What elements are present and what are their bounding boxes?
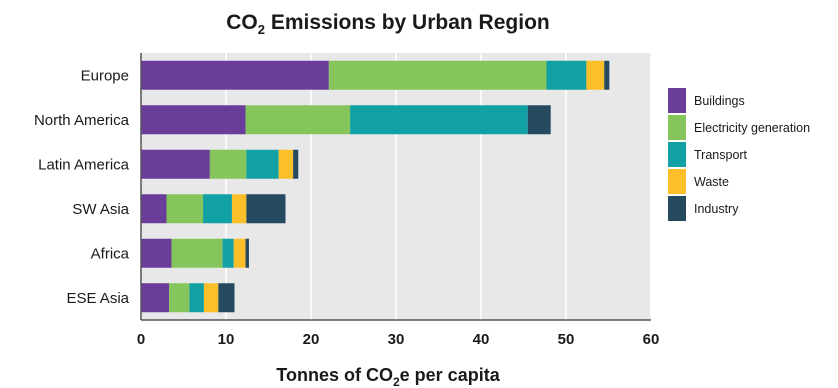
legend-swatch-transport bbox=[668, 142, 686, 167]
category-label: ESE Asia bbox=[66, 290, 129, 307]
bar-north-america-transport bbox=[350, 105, 528, 135]
bar-sw-asia-transport bbox=[203, 194, 232, 224]
category-label: North America bbox=[34, 112, 130, 129]
bar-sw-asia-waste bbox=[231, 194, 247, 224]
x-tick-label: 0 bbox=[137, 331, 145, 348]
legend: Buildings Electricity generation Transport… bbox=[668, 88, 810, 221]
bar-europe-buildings bbox=[141, 60, 329, 90]
bar-ese-asia-electricity-generation bbox=[169, 283, 190, 313]
bar-africa-buildings bbox=[141, 238, 172, 268]
x-axis-label: Tonnes of CO2e per capita bbox=[276, 365, 500, 388]
bar-north-america-buildings bbox=[141, 105, 246, 135]
title-subscript: 2 bbox=[258, 22, 265, 37]
bar-africa-electricity-generation bbox=[171, 238, 223, 268]
category-label: Latin America bbox=[38, 156, 130, 173]
xlabel-part-main: Tonnes of CO bbox=[276, 365, 393, 385]
bar-north-america-industry bbox=[527, 105, 551, 135]
x-tick-label: 20 bbox=[303, 331, 320, 348]
bar-ese-asia-transport bbox=[189, 283, 204, 313]
x-tick-label: 40 bbox=[473, 331, 490, 348]
bar-sw-asia-electricity-generation bbox=[166, 194, 204, 224]
bar-africa-industry bbox=[245, 238, 249, 268]
bar-latin-america-electricity-generation bbox=[209, 149, 247, 179]
x-tick-label: 60 bbox=[643, 331, 660, 348]
bar-africa-waste bbox=[233, 238, 246, 268]
xlabel-subscript: 2 bbox=[393, 375, 400, 388]
bar-ese-asia-buildings bbox=[141, 283, 170, 313]
bar-europe-electricity-generation bbox=[328, 60, 547, 90]
category-label: Europe bbox=[81, 67, 129, 84]
bar-latin-america-buildings bbox=[141, 149, 210, 179]
tick-labels: 0 10 20 30 40 50 60 bbox=[137, 331, 660, 348]
category-labels: Europe North America Latin America SW Asia A… bbox=[34, 67, 130, 307]
bar-latin-america-transport bbox=[246, 149, 279, 179]
legend-swatch-waste bbox=[668, 169, 686, 194]
bars-group bbox=[141, 60, 610, 313]
bar-ese-asia-industry bbox=[218, 283, 235, 313]
bar-europe-transport bbox=[546, 60, 587, 90]
bar-africa-transport bbox=[222, 238, 234, 268]
x-tick-label: 50 bbox=[558, 331, 575, 348]
grid-lines bbox=[225, 53, 652, 320]
x-tick-label: 30 bbox=[388, 331, 405, 348]
legend-swatch-buildings bbox=[668, 88, 686, 113]
bar-latin-america-waste bbox=[278, 149, 294, 179]
bar-ese-asia-waste bbox=[203, 283, 219, 313]
bar-latin-america-industry bbox=[293, 149, 299, 179]
title-part-rest: Emissions by Urban Region bbox=[265, 11, 550, 34]
bar-europe-waste bbox=[586, 60, 605, 90]
legend-label: Industry bbox=[694, 202, 739, 216]
bar-north-america-electricity-generation bbox=[245, 105, 351, 135]
title-part-main: CO bbox=[226, 11, 258, 34]
bar-sw-asia-buildings bbox=[141, 194, 167, 224]
legend-swatch-industry bbox=[668, 196, 686, 221]
legend-label: Buildings bbox=[694, 94, 745, 108]
legend-label: Waste bbox=[694, 175, 729, 189]
legend-swatch-electricity-generation bbox=[668, 115, 686, 140]
xlabel-part-rest: e per capita bbox=[400, 365, 501, 385]
x-tick-label: 10 bbox=[218, 331, 235, 348]
category-label: SW Asia bbox=[72, 201, 129, 218]
legend-label: Transport bbox=[694, 148, 748, 162]
legend-label: Electricity generation bbox=[694, 121, 810, 135]
bar-sw-asia-industry bbox=[246, 194, 286, 224]
chart-title: CO2 Emissions by Urban Region bbox=[226, 11, 549, 37]
axes-group bbox=[140, 53, 651, 321]
bar-europe-industry bbox=[604, 60, 610, 90]
category-label: Africa bbox=[91, 245, 130, 262]
